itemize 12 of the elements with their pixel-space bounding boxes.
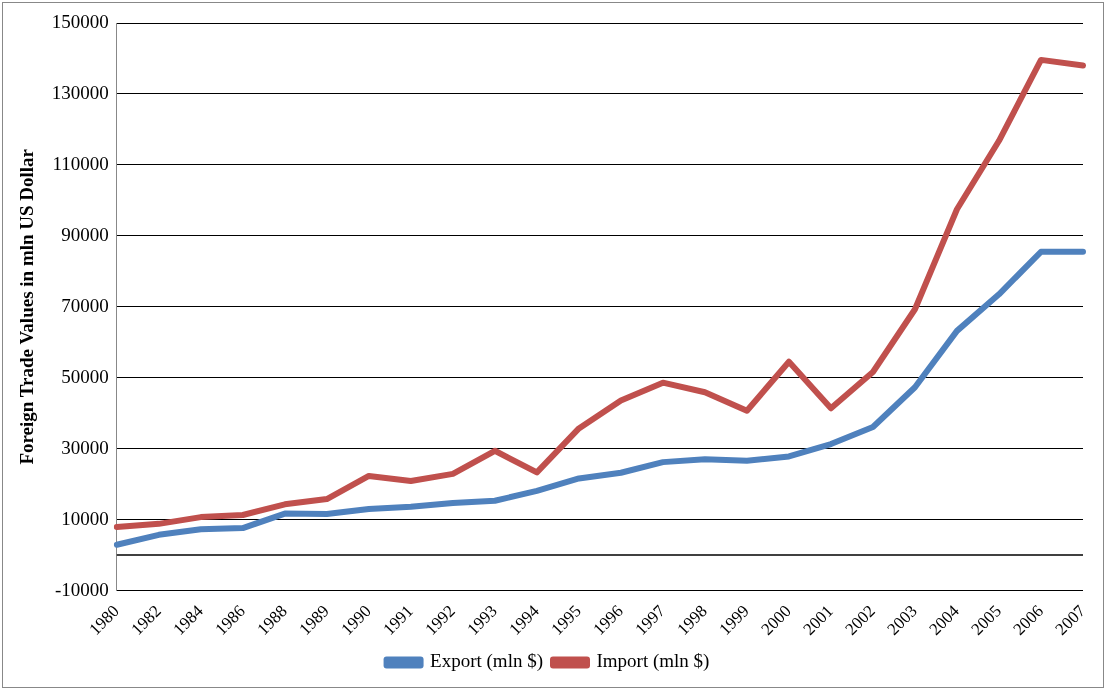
legend-label: Export (mln $): [430, 650, 544, 673]
y-tick-label: 110000: [52, 152, 109, 174]
y-tick-label: 30000: [61, 436, 109, 458]
legend-label: Import (mln $): [596, 650, 710, 673]
y-tick-label: -10000: [54, 578, 109, 600]
y-axis-title: Foreign Trade Values in mln US Dollar: [16, 148, 38, 465]
y-tick-label: 90000: [61, 223, 109, 245]
y-tick-label: 150000: [51, 10, 109, 32]
y-tick-label: 50000: [61, 365, 109, 387]
y-tick-label: 130000: [51, 81, 109, 103]
y-tick-label: 70000: [61, 294, 109, 316]
y-tick-label: 10000: [61, 507, 109, 529]
